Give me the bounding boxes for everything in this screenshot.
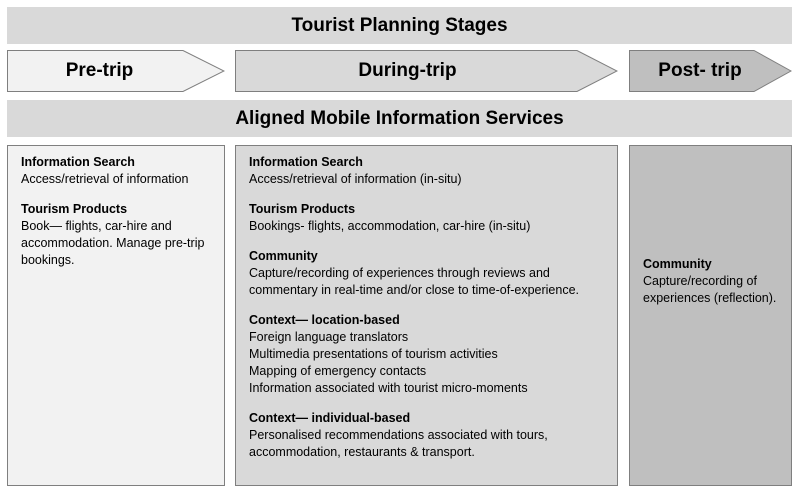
- service-block: Information Search Access/retrieval of i…: [21, 154, 224, 188]
- service-heading: Context— location-based: [249, 313, 400, 327]
- stage-arrow-pre-trip: Pre-trip: [7, 50, 225, 92]
- service-line: Bookings- flights, accommodation, car-hi…: [249, 219, 531, 233]
- planning-stages-title: Tourist Planning Stages: [291, 14, 508, 36]
- service-block: Community Capture/recording of experienc…: [643, 256, 791, 307]
- service-line: Capture/recording of experiences through…: [249, 266, 550, 280]
- panel-during-trip: Information Search Access/retrieval of i…: [235, 145, 618, 486]
- panel-pre-trip: Information Search Access/retrieval of i…: [7, 145, 225, 486]
- stage-label-post-trip: Post- trip: [658, 60, 742, 81]
- service-line: Personalised recommendations associated …: [249, 428, 548, 442]
- service-line: bookings.: [21, 253, 75, 267]
- service-heading: Information Search: [249, 155, 363, 169]
- pre-trip-arrow-shape: [7, 50, 225, 92]
- service-line: Capture/recording of: [643, 274, 757, 288]
- service-block: Tourism Products Bookings- flights, acco…: [249, 201, 617, 235]
- service-line: Information associated with tourist micr…: [249, 381, 528, 395]
- service-block: Tourism Products Book— flights, car-hire…: [21, 201, 224, 269]
- service-line: accommodation. Manage pre-trip: [21, 236, 205, 250]
- service-block: Information Search Access/retrieval of i…: [249, 154, 617, 188]
- service-line: Access/retrieval of information: [21, 172, 189, 186]
- service-line: Access/retrieval of information (in-situ…: [249, 172, 462, 186]
- service-line: Book— flights, car-hire and: [21, 219, 172, 233]
- planning-stages-banner: Tourist Planning Stages: [7, 7, 792, 44]
- post-trip-arrow-shape: [629, 50, 792, 92]
- stage-arrow-post-trip: Post- trip: [629, 50, 792, 92]
- service-heading: Community: [249, 249, 318, 263]
- service-block: Context— location-based Foreign language…: [249, 312, 617, 397]
- service-heading: Community: [643, 257, 712, 271]
- service-line: Foreign language translators: [249, 330, 409, 344]
- during-trip-arrow-shape: [235, 50, 618, 92]
- service-line: Mapping of emergency contacts: [249, 364, 427, 378]
- services-title: Aligned Mobile Information Services: [235, 107, 564, 129]
- service-heading: Tourism Products: [249, 202, 356, 216]
- service-line: commentary in real-time and/or close to …: [249, 283, 579, 297]
- panel-post-trip: Community Capture/recording of experienc…: [629, 145, 792, 486]
- services-banner: Aligned Mobile Information Services: [7, 100, 792, 137]
- service-line: accommodation, restaurants & transport.: [249, 445, 475, 459]
- service-line: experiences (reflection).: [643, 291, 777, 305]
- stage-label-during-trip: During-trip: [358, 60, 457, 81]
- service-block: Community Capture/recording of experienc…: [249, 248, 617, 299]
- service-heading: Information Search: [21, 155, 135, 169]
- stage-label-pre-trip: Pre-trip: [65, 60, 134, 81]
- service-line: Multimedia presentations of tourism acti…: [249, 347, 498, 361]
- service-heading: Context— individual-based: [249, 411, 411, 425]
- service-heading: Tourism Products: [21, 202, 128, 216]
- stage-arrow-during-trip: During-trip: [235, 50, 618, 92]
- service-block: Context— individual-based Personalised r…: [249, 410, 617, 461]
